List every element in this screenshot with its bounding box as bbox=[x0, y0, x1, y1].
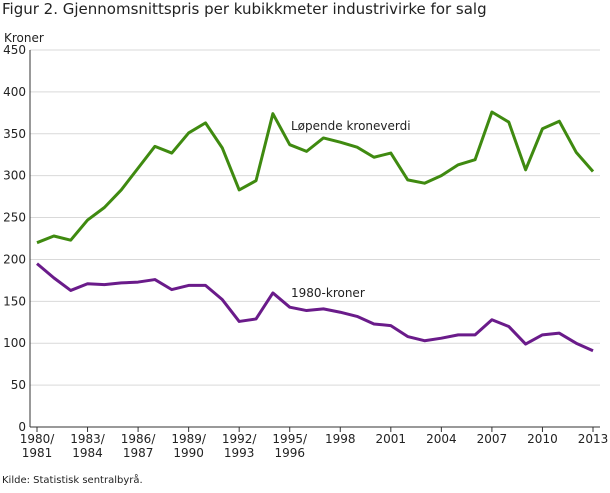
y-tick-label: 300 bbox=[3, 169, 26, 183]
y-tick-label: 350 bbox=[3, 127, 26, 141]
x-tick-label-line: 1986/ bbox=[121, 432, 157, 446]
x-tick-label-line: 1993 bbox=[224, 446, 255, 460]
x-tick-label-line: 1984 bbox=[72, 446, 103, 460]
x-tick-label: 1983/1984 bbox=[70, 432, 106, 460]
chart-title: Figur 2. Gjennomsnittspris per kubikkmet… bbox=[2, 0, 487, 18]
y-tick-label: 250 bbox=[3, 211, 26, 225]
x-tick-label: 1995/1996 bbox=[272, 432, 308, 460]
x-tick-label-line: 1983/ bbox=[70, 432, 106, 446]
y-tick-label: 450 bbox=[3, 43, 26, 57]
x-tick-label: 1989/1990 bbox=[171, 432, 207, 460]
x-tick-label-line: 1995/ bbox=[272, 432, 308, 446]
y-tick-label: 50 bbox=[11, 378, 26, 392]
x-tick-label: 2007 bbox=[477, 432, 508, 446]
source: Kilde: Statistisk sentralbyrå. bbox=[2, 473, 143, 486]
y-axis-label: Kroner bbox=[4, 31, 44, 45]
y-tick-label: 150 bbox=[3, 294, 26, 308]
series-label: 1980-kroner bbox=[291, 286, 365, 300]
series-label: Løpende kroneverdi bbox=[291, 119, 411, 133]
x-tick-label: 2001 bbox=[376, 432, 407, 446]
y-tick-label: 100 bbox=[3, 336, 26, 350]
line bbox=[36, 110, 595, 245]
x-tick-label: 2013 bbox=[578, 432, 609, 446]
x-tick-label: 1986/1987 bbox=[121, 432, 157, 460]
x-tick-label: 1980/1981 bbox=[20, 432, 56, 460]
y-tick-label: 0 bbox=[18, 420, 26, 434]
x-tick-label: 2004 bbox=[426, 432, 457, 446]
x-tick-label: 2010 bbox=[527, 432, 558, 446]
x-tick-label-line: 1980/ bbox=[20, 432, 56, 446]
x-tick-label-line: 1990 bbox=[173, 446, 204, 460]
x-tick-label-line: 1981 bbox=[22, 446, 53, 460]
x-tick-label-line: 1987 bbox=[123, 446, 154, 460]
x-tick-label-line: 1992/ bbox=[222, 432, 258, 446]
y-tick-label: 200 bbox=[3, 252, 26, 266]
x-tick-label: 1992/1993 bbox=[222, 432, 258, 460]
line bbox=[36, 262, 594, 353]
y-tick-label: 400 bbox=[3, 85, 26, 99]
x-tick-label: 1998 bbox=[325, 432, 356, 446]
x-tick-label-line: 1996 bbox=[274, 446, 305, 460]
x-tick-label-line: 1989/ bbox=[171, 432, 207, 446]
